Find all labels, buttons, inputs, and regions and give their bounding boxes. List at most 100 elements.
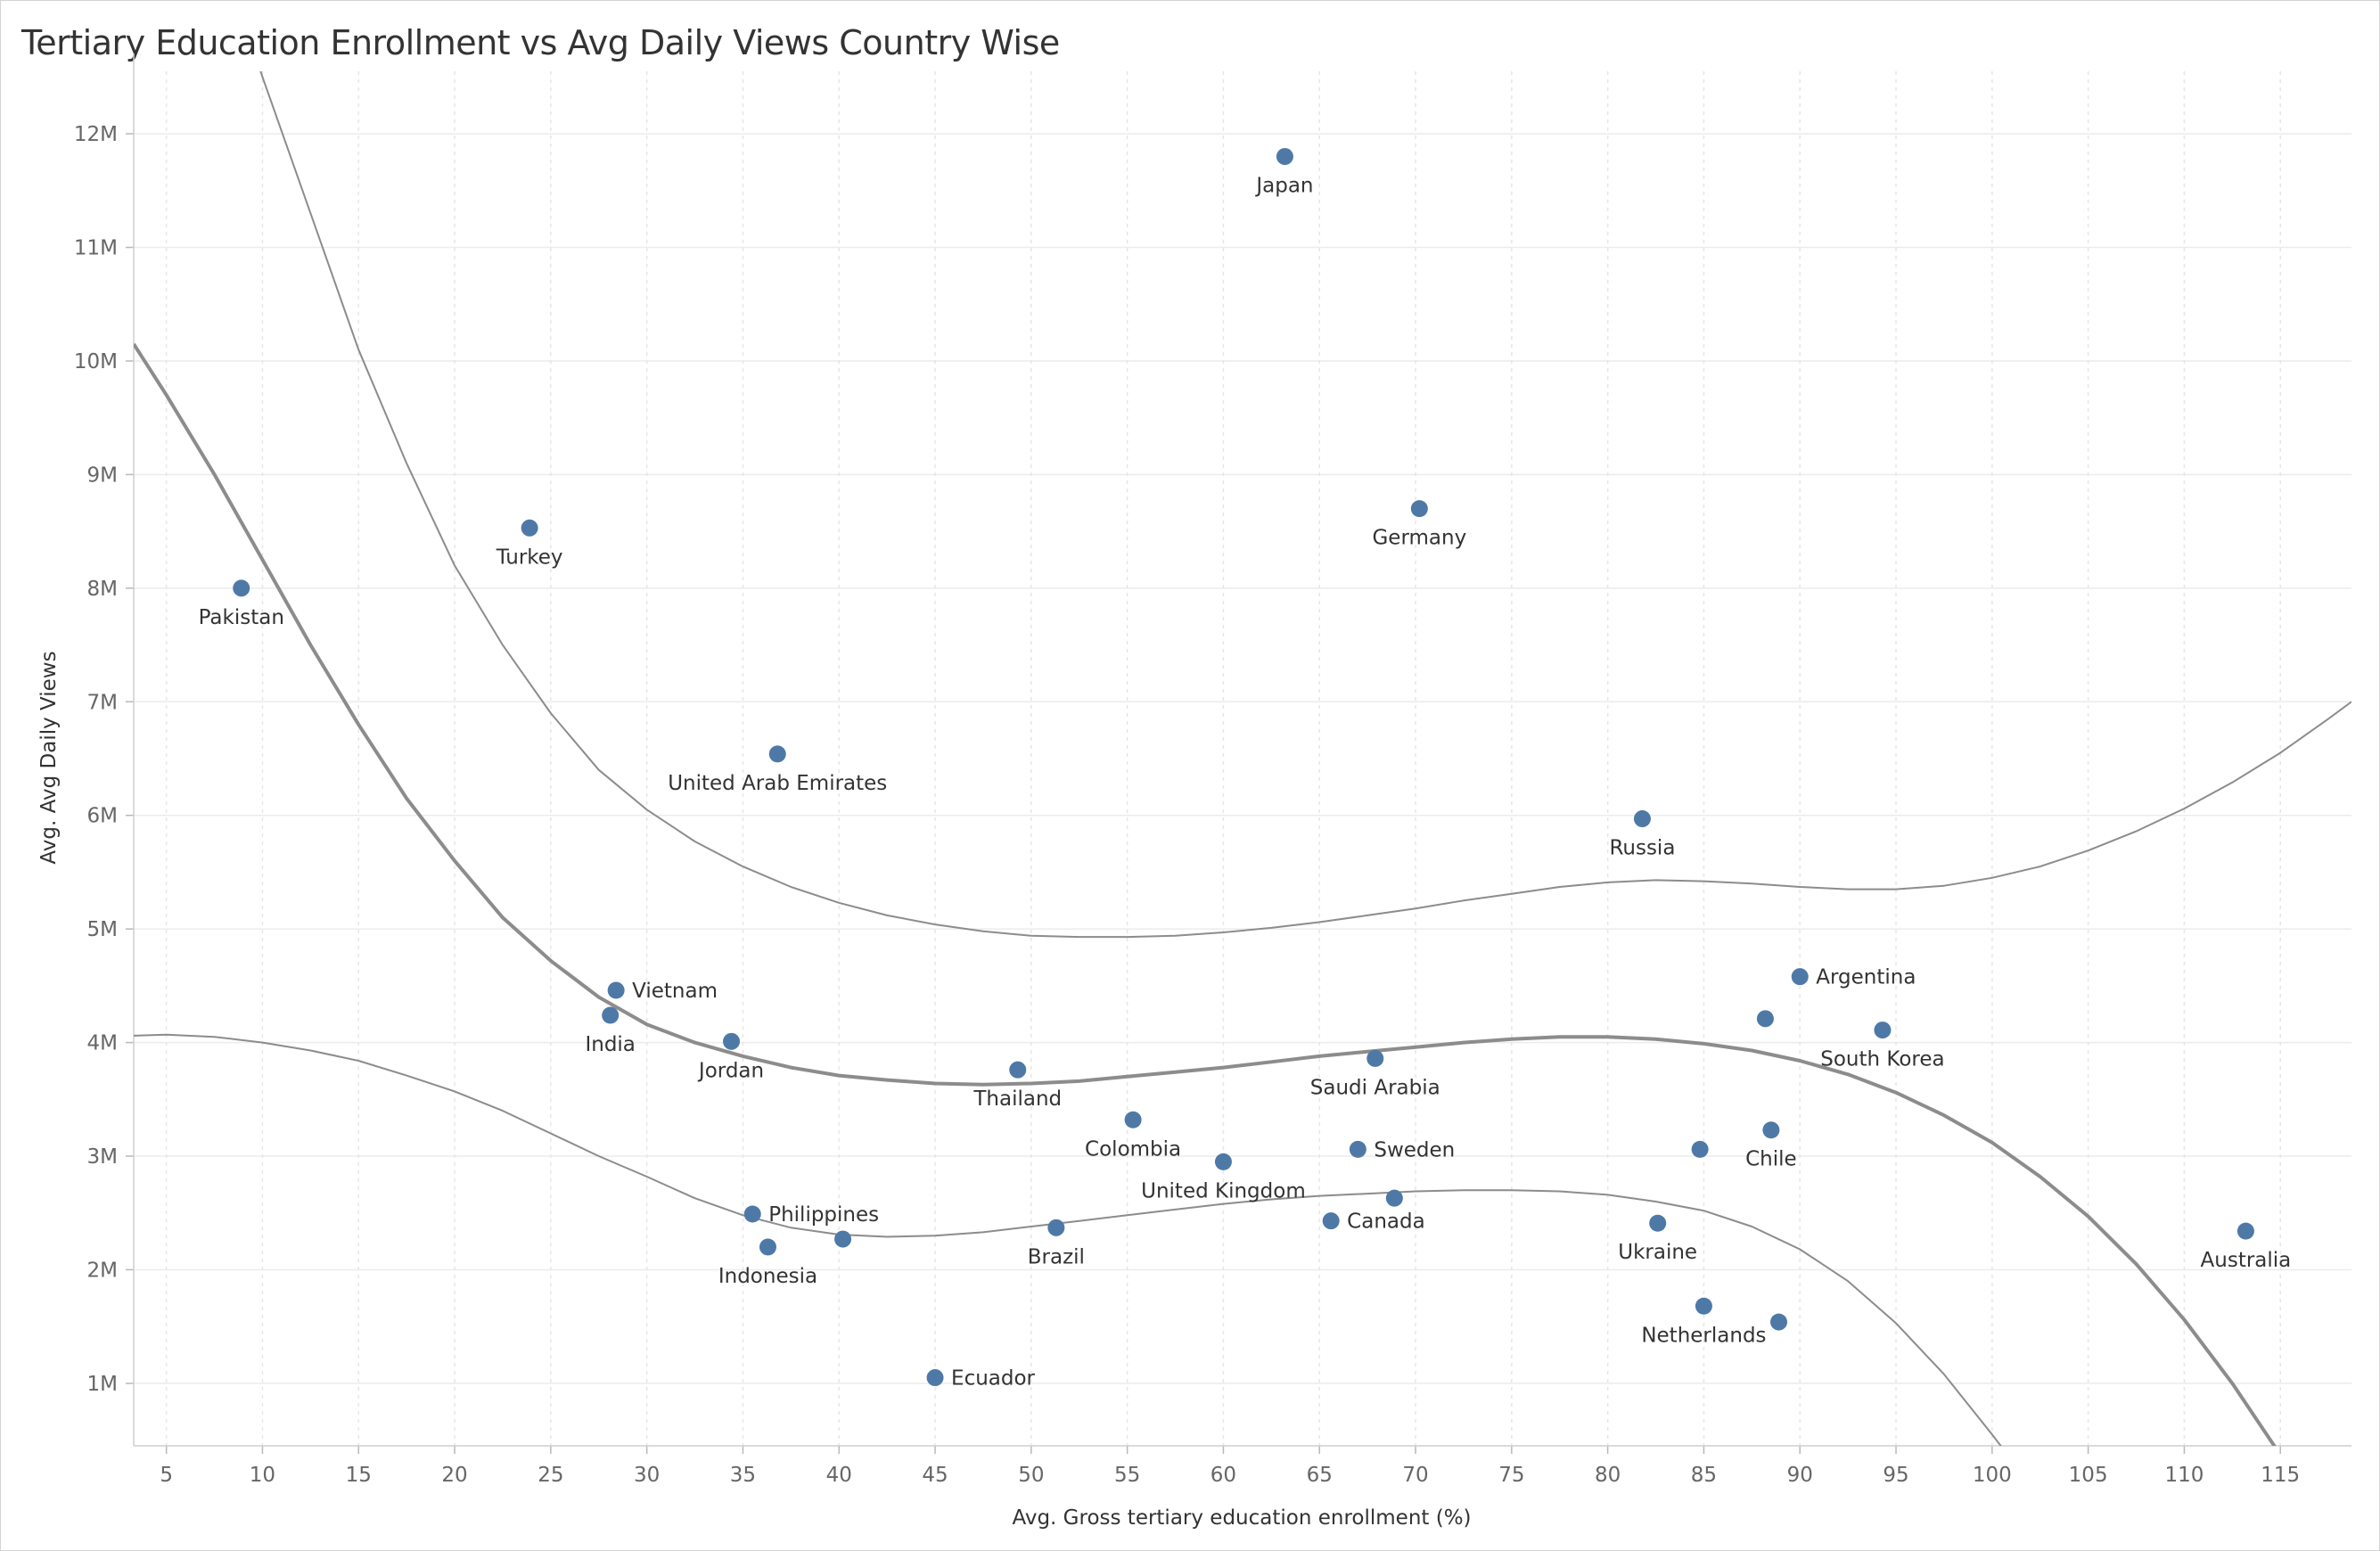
data-point[interactable] [1366, 1049, 1384, 1067]
y-tick-label: 3M [87, 1145, 118, 1169]
data-point[interactable] [926, 1369, 944, 1387]
x-tick-label: 115 [2261, 1464, 2300, 1487]
data-point[interactable] [1047, 1219, 1065, 1236]
x-tick-label: 60 [1211, 1464, 1236, 1487]
data-point[interactable] [602, 1006, 620, 1024]
y-tick-label: 10M [74, 350, 118, 373]
trend-curve [134, 342, 2277, 1446]
data-point[interactable] [723, 1032, 741, 1050]
y-tick-label: 5M [87, 918, 118, 941]
data-point[interactable] [1214, 1153, 1232, 1170]
x-tick-label: 25 [538, 1464, 563, 1487]
point-label: Saudi Arabia [1310, 1076, 1440, 1099]
point-label: Sweden [1374, 1138, 1455, 1161]
data-point[interactable] [1276, 148, 1293, 166]
point-label: Colombia [1085, 1137, 1181, 1161]
x-tick-label: 20 [441, 1464, 467, 1487]
data-point[interactable] [743, 1205, 761, 1223]
point-label: Thailand [973, 1087, 1062, 1111]
data-point[interactable] [1009, 1061, 1027, 1079]
data-point[interactable] [1349, 1140, 1366, 1158]
data-point[interactable] [834, 1230, 852, 1248]
x-tick-label: 10 [250, 1464, 275, 1487]
x-tick-label: 80 [1595, 1464, 1621, 1487]
x-tick-label: 35 [730, 1464, 756, 1487]
data-points [233, 148, 2254, 1387]
x-tick-label: 110 [2164, 1464, 2204, 1487]
point-label: Jordan [697, 1059, 764, 1082]
x-tick-label: 15 [346, 1464, 372, 1487]
axes: 1M 2M 3M 4M 5M 6M 7M 8M 9M 10M 11M 12M 5 10 15 20 25 30 35… [74, 53, 2351, 1487]
x-tick-label: 65 [1307, 1464, 1333, 1487]
point-label: Turkey [496, 546, 563, 569]
x-tick-label: 95 [1883, 1464, 1908, 1487]
x-axis-title: Avg. Gross tertiary education enrollment… [1012, 1506, 1471, 1530]
x-tick-label: 85 [1691, 1464, 1717, 1487]
point-label: Argentina [1816, 966, 1916, 989]
point-label: Australia [2201, 1249, 2292, 1272]
data-point[interactable] [2236, 1222, 2254, 1240]
point-label: Philippines [768, 1203, 879, 1227]
point-label: Ecuador [951, 1367, 1036, 1391]
x-tick-label: 75 [1498, 1464, 1524, 1487]
x-tick-label: 100 [1973, 1464, 2012, 1487]
chart-title: Tertiary Education Enrollment vs Avg Dai… [21, 23, 1060, 62]
x-tick-label: 5 [160, 1464, 173, 1487]
point-label: Russia [1609, 837, 1675, 860]
point-label: United Kingdom [1141, 1179, 1306, 1202]
x-tick-label: 30 [634, 1464, 660, 1487]
point-label: Netherlands [1641, 1324, 1766, 1347]
point-label: Japan [1254, 175, 1313, 198]
trend-curve [259, 71, 2351, 939]
data-point[interactable] [233, 579, 250, 597]
y-tick-label: 2M [87, 1259, 118, 1282]
point-label: Brazil [1028, 1245, 1085, 1268]
data-point[interactable] [768, 745, 786, 763]
data-point[interactable] [1649, 1214, 1667, 1232]
point-label: India [585, 1033, 635, 1056]
data-point[interactable] [1770, 1313, 1788, 1331]
point-label: Pakistan [199, 606, 284, 629]
y-axis-title: Avg. Avg Daily Views [37, 651, 61, 864]
data-point[interactable] [521, 519, 538, 537]
point-label: Canada [1347, 1210, 1425, 1234]
x-tick-label: 90 [1787, 1464, 1813, 1487]
data-point[interactable] [1756, 1010, 1774, 1028]
x-tick-label: 105 [2069, 1464, 2108, 1487]
point-labels: Japan Germany Turkey Pakistan United Arab Em… [199, 175, 2292, 1391]
x-tick-label: 50 [1018, 1464, 1044, 1487]
data-point[interactable] [607, 981, 625, 999]
data-point[interactable] [1385, 1189, 1403, 1207]
x-tick-label: 40 [826, 1464, 852, 1487]
y-tick-label: 6M [87, 805, 118, 828]
data-point[interactable] [1410, 500, 1428, 518]
grid-lines [134, 71, 2351, 1446]
data-point[interactable] [1791, 968, 1809, 986]
data-point[interactable] [1691, 1140, 1709, 1158]
x-tick-label: 70 [1402, 1464, 1428, 1487]
point-label: Indonesia [718, 1265, 817, 1288]
y-tick-label: 7M [87, 691, 118, 714]
y-tick-label: 12M [74, 123, 118, 146]
point-label: South Korea [1820, 1048, 1944, 1071]
y-tick-label: 11M [74, 237, 118, 260]
y-tick-label: 1M [87, 1373, 118, 1396]
point-label: Ukraine [1618, 1241, 1697, 1264]
data-point[interactable] [1124, 1111, 1142, 1128]
data-point[interactable] [1874, 1022, 1892, 1039]
data-point[interactable] [1695, 1297, 1712, 1315]
x-tick-label: 55 [1114, 1464, 1140, 1487]
y-tick-label: 8M [87, 578, 118, 601]
data-point[interactable] [1633, 810, 1651, 828]
x-tick-label: 45 [922, 1464, 948, 1487]
point-label: Vietnam [632, 980, 718, 1003]
data-point[interactable] [759, 1238, 776, 1256]
y-tick-label: 9M [87, 464, 118, 487]
point-label: United Arab Emirates [668, 772, 887, 795]
data-point[interactable] [1762, 1121, 1780, 1139]
trend-curves [134, 71, 2351, 1446]
data-point[interactable] [1322, 1212, 1340, 1230]
point-label: Germany [1372, 527, 1466, 550]
